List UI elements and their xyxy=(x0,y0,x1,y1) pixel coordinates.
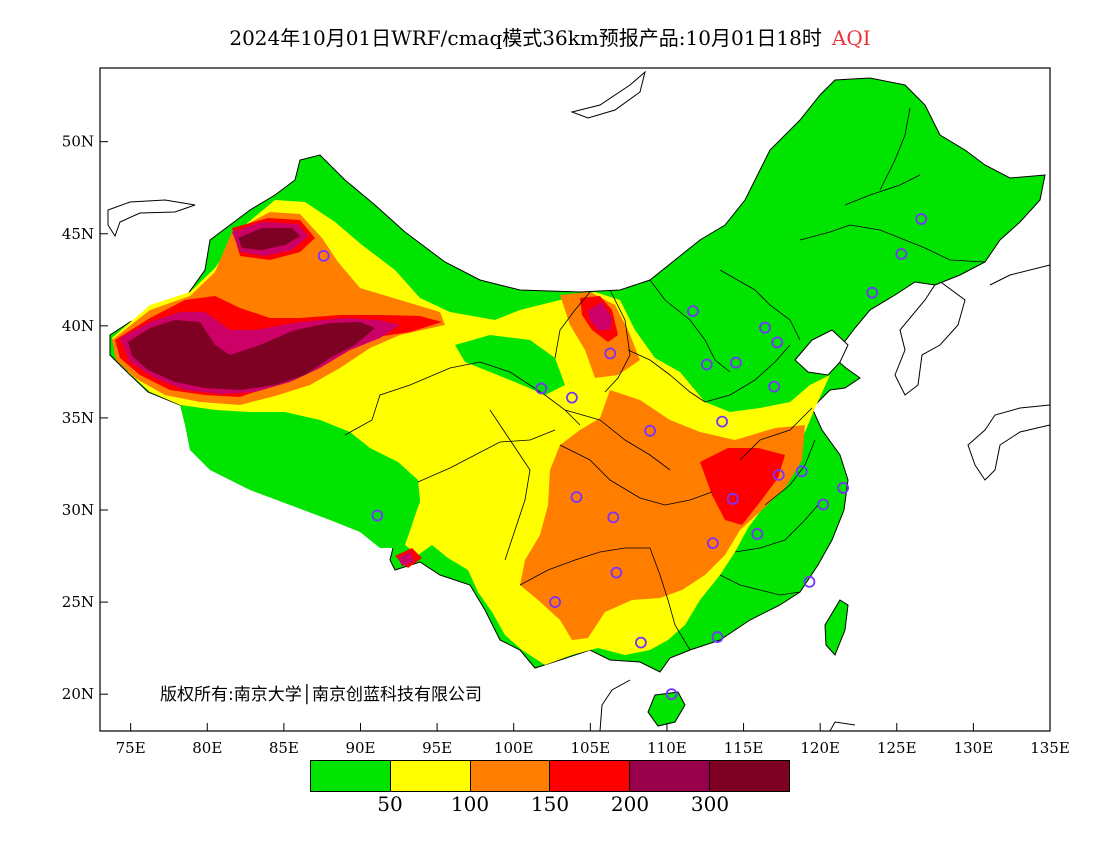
aqi-legend xyxy=(310,760,790,792)
legend-label: 200 xyxy=(610,792,650,816)
station-marker xyxy=(371,509,384,522)
station-marker xyxy=(729,356,742,369)
y-tick-label: 20N xyxy=(62,685,94,703)
x-tick-label: 135E xyxy=(1030,739,1070,757)
station-marker xyxy=(566,391,578,404)
station-marker xyxy=(751,528,764,540)
title-variable: AQI xyxy=(831,26,871,50)
qinghai-green xyxy=(455,335,565,395)
bohai-sea xyxy=(794,329,849,376)
station-marker xyxy=(687,305,699,318)
map-frame xyxy=(99,67,1051,732)
hainan xyxy=(647,691,686,727)
legend-swatch xyxy=(311,761,391,791)
x-tick-label: 75E xyxy=(116,739,146,757)
station-marker xyxy=(634,636,647,649)
x-tick-label: 120E xyxy=(800,739,840,757)
x-tick-label: 80E xyxy=(192,739,222,757)
station-marker xyxy=(771,336,784,349)
station-marker xyxy=(759,321,771,334)
station-marker xyxy=(866,286,879,299)
station-marker xyxy=(768,380,781,393)
x-axis-ticks: 75E 80E 85E 90E 95E 100E 105E 110E 115E 120E 125E 1… xyxy=(116,723,1070,757)
station-marker xyxy=(317,249,330,262)
yunnan-yellow xyxy=(515,590,555,632)
y-tick-label: 30N xyxy=(62,501,94,519)
y-tick-label: 45N xyxy=(62,225,94,243)
station-marker xyxy=(711,631,724,643)
station-marker xyxy=(817,498,830,511)
station-marker xyxy=(700,358,713,371)
station-marker xyxy=(915,213,928,225)
station-marker xyxy=(772,469,785,481)
taiwan xyxy=(824,599,849,656)
x-tick-label: 105E xyxy=(571,739,611,757)
x-tick-label: 100E xyxy=(494,739,534,757)
x-tick-label: 85E xyxy=(269,739,299,757)
y-tick-label: 50N xyxy=(62,133,94,151)
hazardous-zones xyxy=(128,228,375,390)
legend-swatch xyxy=(390,761,471,791)
station-marker xyxy=(610,566,623,579)
station-marker xyxy=(607,511,620,524)
x-tick-label: 125E xyxy=(877,739,917,757)
station-marker xyxy=(707,537,719,550)
station-marker xyxy=(837,481,850,494)
copyright-note: 版权所有:南京大学│南京创蓝科技有限公司 xyxy=(160,685,482,705)
legend-label: 300 xyxy=(690,792,730,816)
station-marker xyxy=(549,596,561,608)
y-tick-label: 35N xyxy=(62,409,94,427)
x-tick-label: 130E xyxy=(954,739,994,757)
station-marker xyxy=(795,465,808,478)
map-content xyxy=(107,70,1050,731)
station-marker xyxy=(604,347,617,360)
map-title: 2024年10月01日WRF/cmaq模式36km预报产品:10月01日18时 A… xyxy=(0,22,1100,51)
station-marker xyxy=(665,688,678,701)
legend-label: 50 xyxy=(377,792,403,816)
tibet-green xyxy=(180,405,420,548)
legend-label: 100 xyxy=(450,792,490,816)
x-tick-label: 90E xyxy=(345,739,375,757)
title-main: 2024年10月01日WRF/cmaq模式36km预报产品:10月01日18时 xyxy=(229,26,822,50)
legend-swatch xyxy=(710,761,789,791)
legend-swatch xyxy=(630,761,711,791)
station-marker xyxy=(570,491,583,504)
station-marker xyxy=(895,248,908,260)
legend-swatch xyxy=(470,761,551,791)
station-marker xyxy=(644,424,656,437)
station-markers xyxy=(317,213,928,701)
station-marker xyxy=(535,382,548,395)
x-tick-label: 115E xyxy=(724,739,764,757)
province-boundaries xyxy=(344,107,986,651)
neighbour-coastlines xyxy=(107,70,1050,731)
station-marker xyxy=(803,575,816,588)
y-axis-ticks: 20N 25N 30N 35N 40N 45N 50N xyxy=(62,133,108,703)
station-marker xyxy=(716,415,728,428)
legend-label: 150 xyxy=(530,792,570,816)
y-tick-label: 40N xyxy=(62,317,94,335)
station-marker xyxy=(726,493,739,505)
x-tick-label: 95E xyxy=(422,739,452,757)
y-tick-label: 25N xyxy=(62,593,94,611)
x-tick-label: 110E xyxy=(647,739,687,757)
legend-swatch xyxy=(550,761,631,791)
